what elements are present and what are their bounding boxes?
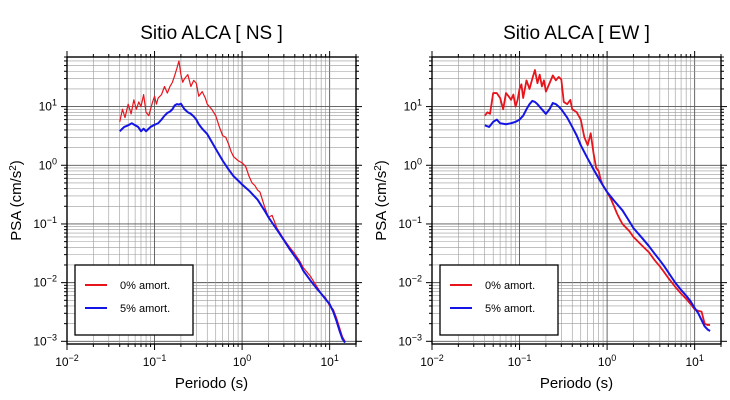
y-tick-label: 101 — [404, 98, 422, 114]
x-tick-label: 10−2 — [420, 353, 444, 369]
x-tick-label: 101 — [320, 353, 338, 369]
plot-frame — [66, 56, 357, 345]
y-tick-label: 100 — [404, 156, 422, 172]
x-tick-label: 10−2 — [55, 353, 79, 369]
x-tick-label: 10−1 — [508, 353, 532, 369]
legend-box — [439, 264, 559, 336]
y-tick-label: 10−3 — [33, 332, 57, 348]
legend-box — [74, 264, 194, 336]
x-tick-label: 101 — [685, 353, 703, 369]
series-line-red — [119, 60, 346, 342]
x-tick-label: 100 — [598, 353, 616, 369]
legend-label: 0% amort. — [485, 280, 535, 292]
x-axis-label: Periodo (s) — [540, 375, 613, 392]
series-line-red — [484, 69, 711, 326]
legend: 0% amort. 5% amort. — [439, 264, 559, 336]
legend-label: 5% amort. — [120, 303, 170, 315]
y-axis-label: PSA (cm/s2) — [8, 160, 26, 241]
y-tick-label: 10−1 — [33, 215, 57, 231]
y-axis-label: PSA (cm/s2) — [373, 160, 391, 241]
chart-title: Sitio ALCA [ EW ] — [503, 23, 650, 44]
plot-frame — [431, 56, 722, 345]
chart-panel-2: 10−2 10−1 100 101 10−3 10−2 10−1 100 101 Sitio AL… — [373, 23, 727, 392]
y-tick-label: 101 — [39, 98, 57, 114]
series-line-blue — [119, 102, 346, 344]
x-axis-label: Periodo (s) — [175, 375, 248, 392]
legend: 0% amort. 5% amort. — [74, 264, 194, 336]
x-tick-label: 10−1 — [143, 353, 167, 369]
y-tick-label: 10−1 — [398, 215, 422, 231]
x-tick-label: 100 — [233, 353, 251, 369]
legend-label: 0% amort. — [120, 280, 170, 292]
chart-panel-1: 10−2 10−1 100 101 10−3 10−2 10−1 100 101 Sitio AL… — [8, 23, 362, 392]
y-tick-label: 10−3 — [398, 332, 422, 348]
series-line-blue — [484, 99, 711, 332]
y-tick-label: 10−2 — [33, 274, 57, 290]
y-tick-label: 100 — [39, 156, 57, 172]
y-tick-label: 10−2 — [398, 274, 422, 290]
chart-title: Sitio ALCA [ NS ] — [140, 23, 283, 44]
legend-label: 5% amort. — [485, 303, 535, 315]
